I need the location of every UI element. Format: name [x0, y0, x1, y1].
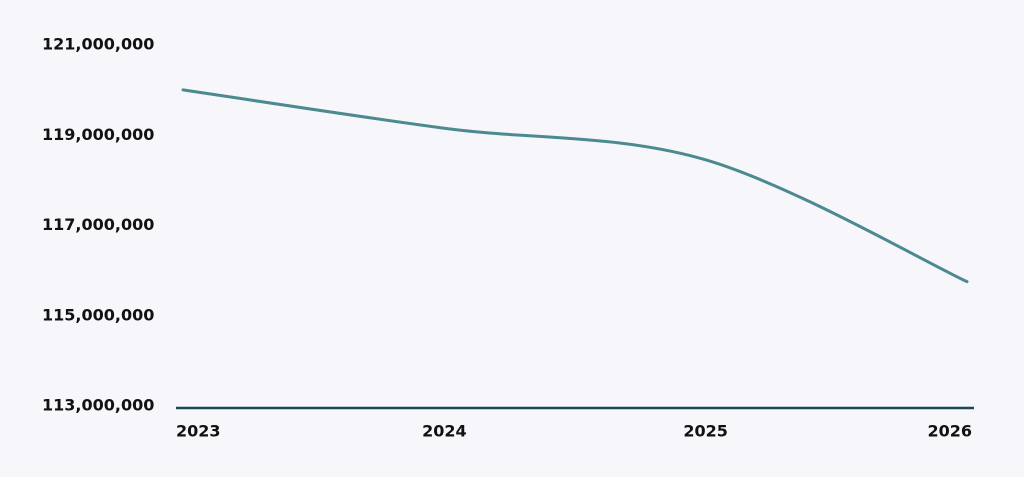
x-tick-label: 2025 [683, 422, 728, 441]
y-tick-label: 119,000,000 [42, 125, 154, 144]
x-tick-label: 2026 [927, 422, 972, 441]
y-tick-label: 113,000,000 [42, 396, 154, 415]
x-tick-label: 2024 [422, 422, 467, 441]
y-tick-label: 115,000,000 [42, 305, 154, 324]
data-line [181, 88, 969, 284]
x-tick-label: 2023 [176, 422, 221, 441]
y-tick-label: 117,000,000 [42, 215, 154, 234]
y-tick-label: 121,000,000 [42, 35, 154, 54]
